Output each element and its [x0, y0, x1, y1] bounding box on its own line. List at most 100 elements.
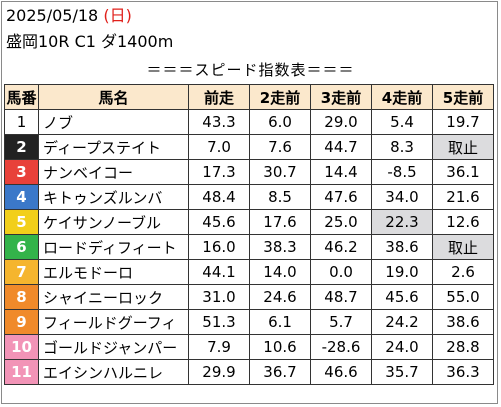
speed-index-cell: 47.6: [310, 184, 372, 210]
table-row: 1 ノブ 43.3 6.0 29.0 5.4 19.7: [4, 109, 494, 135]
speed-index-cell: 14.0: [249, 259, 311, 285]
speed-index-cell: -28.6: [310, 334, 372, 360]
speed-index-cell: 45.6: [371, 284, 433, 310]
speed-index-cell: 46.2: [310, 234, 372, 260]
speed-index-cell: 19.7: [432, 109, 494, 135]
speed-index-cell: 7.6: [249, 134, 311, 160]
speed-index-cell: 38.6: [371, 234, 433, 260]
horse-name: ノブ: [38, 109, 189, 135]
speed-index-cell: 24.6: [249, 284, 311, 310]
table-row: 10 ゴールドジャンパー 7.9 10.6 -28.6 24.0 28.8: [4, 334, 494, 360]
horse-name: ロードディフィート: [38, 234, 189, 260]
speed-index-cell: -8.5: [371, 159, 433, 185]
speed-index-cell: 6.1: [249, 309, 311, 335]
speed-index-cell: 36.7: [249, 359, 311, 385]
speed-index-cell: 35.7: [371, 359, 433, 385]
speed-index-cell: 51.3: [188, 309, 250, 335]
date-text: 2025/05/18: [6, 6, 99, 25]
horse-name: シャイニーロック: [38, 284, 189, 310]
speed-index-cell: 45.6: [188, 209, 250, 235]
column-header: 馬番: [4, 84, 39, 110]
speed-index-cell: 7.9: [188, 334, 250, 360]
race-date: 2025/05/18 (日): [6, 6, 132, 26]
speed-index-cell: 29.0: [310, 109, 372, 135]
speed-index-cell: 6.0: [249, 109, 311, 135]
speed-index-cell: 30.7: [249, 159, 311, 185]
speed-index-cell: 14.4: [310, 159, 372, 185]
horse-name: キトゥンズルンバ: [38, 184, 189, 210]
horse-number: 6: [4, 234, 39, 260]
table-body: 1 ノブ 43.3 6.0 29.0 5.4 19.7 2 ディープステイト 7.0 7.6 44.7…: [4, 109, 494, 385]
speed-index-cell: 48.4: [188, 184, 250, 210]
table-row: 4 キトゥンズルンバ 48.4 8.5 47.6 34.0 21.6: [4, 184, 494, 210]
table-row: 3 ナンベイコー 17.3 30.7 14.4 -8.5 36.1: [4, 159, 494, 185]
speed-index-cell: 29.9: [188, 359, 250, 385]
table-row: 9 フィールドグーフィ 51.3 6.1 5.7 24.2 38.6: [4, 309, 494, 335]
table-row: 8 シャイニーロック 31.0 24.6 48.7 45.6 55.0: [4, 284, 494, 310]
speed-index-cell: 17.3: [188, 159, 250, 185]
speed-index-cell: 5.4: [371, 109, 433, 135]
table-row: 5 ケイサンノーブル 45.6 17.6 25.0 22.3 12.6: [4, 209, 494, 235]
speed-index-cell: 0.0: [310, 259, 372, 285]
day-of-week: (日): [103, 6, 132, 25]
column-header: 4走前: [371, 84, 433, 110]
speed-index-cell: 8.5: [249, 184, 311, 210]
column-header: 3走前: [310, 84, 372, 110]
speed-index-cell: 7.0: [188, 134, 250, 160]
speed-index-cell: 10.6: [249, 334, 311, 360]
horse-name: ナンベイコー: [38, 159, 189, 185]
speed-index-cell: 17.6: [249, 209, 311, 235]
column-header: 5走前: [432, 84, 494, 110]
horse-number: 11: [4, 359, 39, 385]
horse-name: ゴールドジャンパー: [38, 334, 189, 360]
speed-index-cell: 36.1: [432, 159, 494, 185]
speed-index-cell: 55.0: [432, 284, 494, 310]
table-row: 11 エイシンハルニレ 29.9 36.7 46.6 35.7 36.3: [4, 359, 494, 385]
speed-index-cell: 24.2: [371, 309, 433, 335]
speed-index-cell: 5.7: [310, 309, 372, 335]
column-header: 馬名: [38, 84, 189, 110]
speed-index-cell: 19.0: [371, 259, 433, 285]
speed-index-cell: 36.3: [432, 359, 494, 385]
column-header: 2走前: [249, 84, 311, 110]
speed-index-cell: 46.6: [310, 359, 372, 385]
speed-index-cell: 34.0: [371, 184, 433, 210]
speed-index-cell: 取止: [432, 234, 494, 260]
speed-index-cell: 22.3: [371, 209, 433, 235]
table-row: 7 エルモドーロ 44.1 14.0 0.0 19.0 2.6: [4, 259, 494, 285]
speed-index-cell: 38.6: [432, 309, 494, 335]
horse-number: 7: [4, 259, 39, 285]
speed-index-cell: 取止: [432, 134, 494, 160]
table-title: ＝＝＝スピード指数表＝＝＝: [146, 61, 355, 79]
speed-index-cell: 24.0: [371, 334, 433, 360]
table-row: 2 ディープステイト 7.0 7.6 44.7 8.3 取止: [4, 134, 494, 160]
horse-name: エイシンハルニレ: [38, 359, 189, 385]
speed-index-table: 馬番 馬名 前走 2走前 3走前 4走前 5走前 1 ノブ 43.3 6.0 29.0 5…: [4, 84, 494, 385]
column-header: 前走: [188, 84, 250, 110]
speed-index-cell: 21.6: [432, 184, 494, 210]
table-header-row: 馬番 馬名 前走 2走前 3走前 4走前 5走前: [4, 84, 494, 110]
horse-name: ディープステイト: [38, 134, 189, 160]
speed-index-cell: 38.3: [249, 234, 311, 260]
horse-name: ケイサンノーブル: [38, 209, 189, 235]
horse-name: エルモドーロ: [38, 259, 189, 285]
horse-number: 4: [4, 184, 39, 210]
speed-index-cell: 44.7: [310, 134, 372, 160]
horse-number: 5: [4, 209, 39, 235]
horse-number: 2: [4, 134, 39, 160]
horse-name: フィールドグーフィ: [38, 309, 189, 335]
speed-index-cell: 12.6: [432, 209, 494, 235]
horse-number: 9: [4, 309, 39, 335]
speed-index-cell: 48.7: [310, 284, 372, 310]
speed-index-cell: 28.8: [432, 334, 494, 360]
speed-index-cell: 16.0: [188, 234, 250, 260]
speed-index-cell: 44.1: [188, 259, 250, 285]
table-row: 6 ロードディフィート 16.0 38.3 46.2 38.6 取止: [4, 234, 494, 260]
race-info: 盛岡10R C1 ダ1400m: [6, 32, 174, 51]
horse-number: 1: [4, 109, 39, 135]
speed-index-cell: 25.0: [310, 209, 372, 235]
horse-number: 8: [4, 284, 39, 310]
speed-index-cell: 2.6: [432, 259, 494, 285]
speed-index-cell: 43.3: [188, 109, 250, 135]
